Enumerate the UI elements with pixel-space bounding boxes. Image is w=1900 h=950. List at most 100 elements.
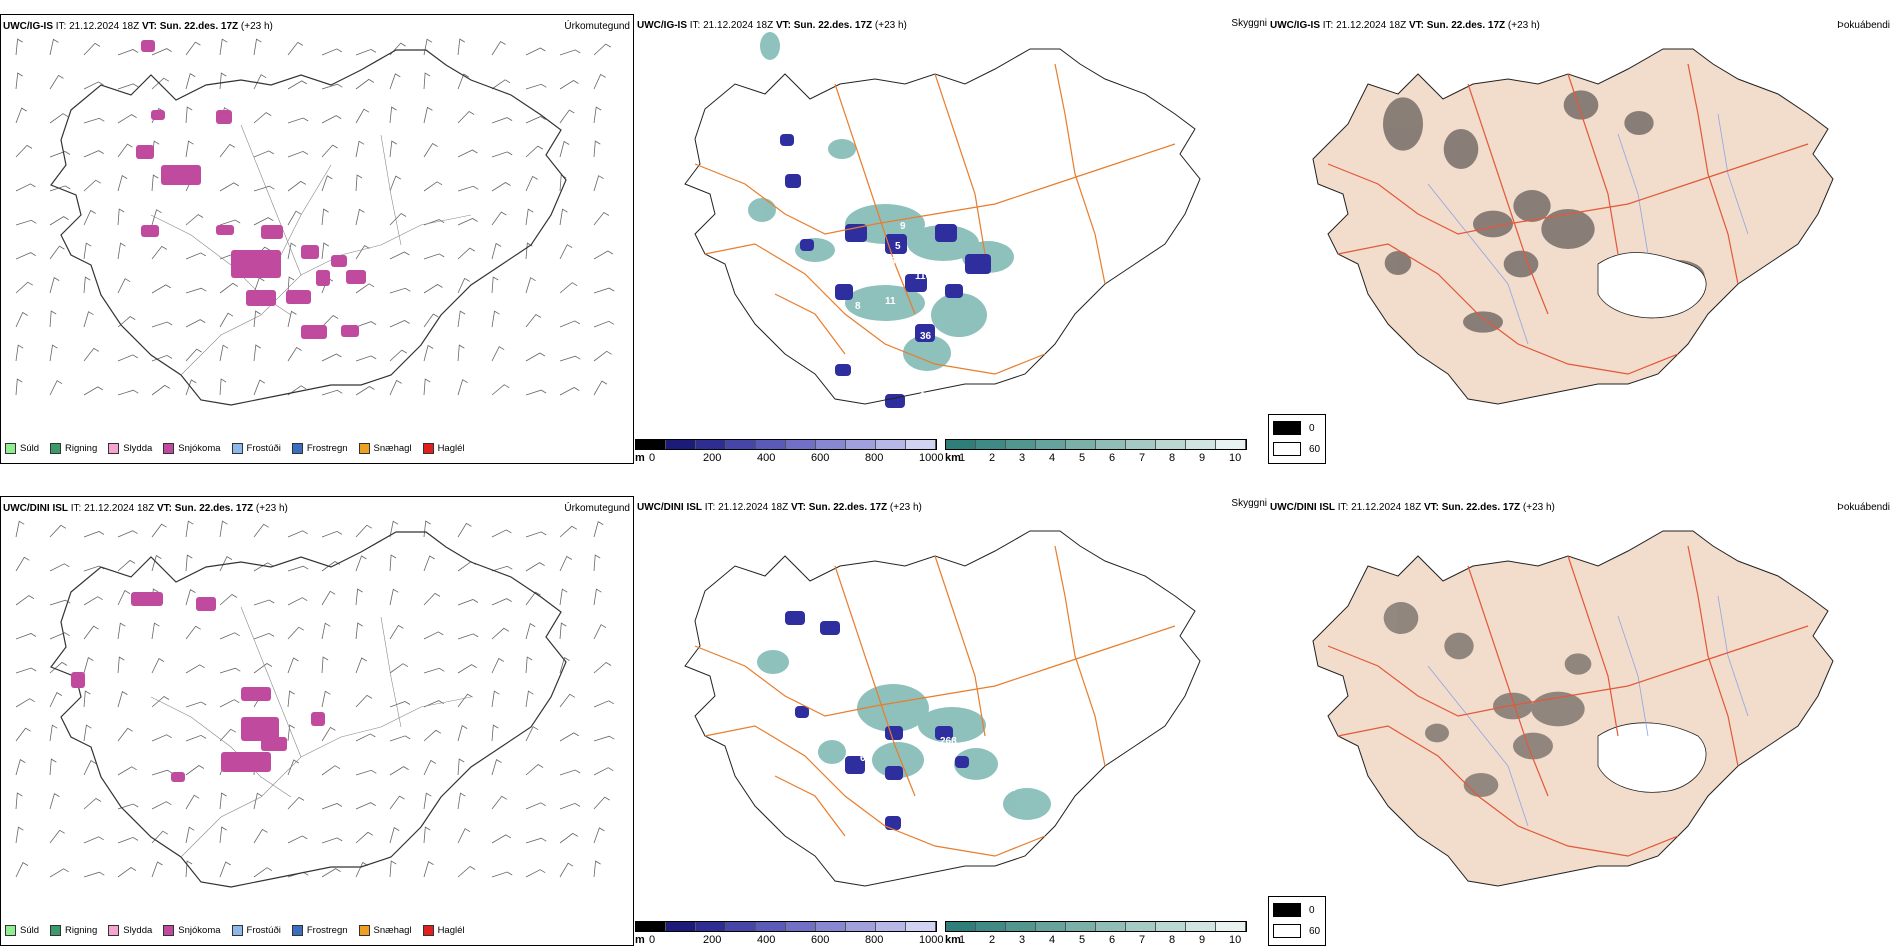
wind-barb	[593, 588, 602, 606]
wind-barb	[185, 140, 194, 158]
lead-time: (+23 h)	[1522, 502, 1555, 513]
model-name: UWC/IG-IS	[3, 21, 53, 32]
wind-barb	[355, 555, 367, 572]
wind-barb	[253, 112, 272, 124]
legend-item-snæhagl: Snæhagl	[358, 925, 412, 936]
wind-barb	[457, 522, 472, 538]
wind-barb	[593, 175, 604, 192]
wind-barb	[83, 871, 105, 878]
vt-label: VT:	[1408, 20, 1424, 31]
wind-barb	[117, 656, 125, 674]
wind-barb	[491, 242, 502, 260]
wind-barb	[355, 283, 375, 294]
wind-barb	[83, 150, 104, 158]
cloudbase-label: 36	[920, 331, 932, 342]
colorbar-tick: 9	[1199, 452, 1206, 464]
wind-barb	[457, 310, 466, 328]
wind-barb	[559, 109, 575, 124]
wind-barb	[491, 871, 513, 878]
wind-barb	[117, 590, 131, 606]
wind-barb	[117, 143, 133, 158]
wind-barb	[389, 663, 409, 674]
fog-header-bottom: UWC/DINI ISL IT: 21.12.2024 18Z VT: Sun.…	[1270, 502, 1555, 513]
wind-barb	[559, 355, 581, 362]
wind-barb	[287, 41, 304, 56]
lead-time: (+23 h)	[255, 503, 288, 514]
colorbar-tick: 3	[1019, 452, 1026, 464]
wind-barb	[253, 867, 273, 878]
wind-barb	[525, 208, 534, 226]
colorbar-swatch	[1066, 440, 1096, 449]
visibility-blob	[857, 684, 929, 732]
wind-barb	[389, 287, 411, 294]
wind-barb	[219, 282, 239, 294]
wind-barb	[185, 41, 201, 56]
colorbar-tick: 600	[811, 934, 830, 946]
wind-barb	[287, 310, 297, 328]
cloudbase-label: 116	[915, 271, 932, 282]
wind-barb	[389, 795, 405, 810]
legend-swatch	[231, 925, 243, 936]
wind-barb	[15, 281, 34, 294]
colorbar-swatch	[1216, 922, 1246, 931]
wind-barb	[49, 113, 69, 124]
wind-barb	[559, 802, 581, 810]
wind-barb	[117, 530, 138, 538]
wind-barb	[389, 106, 397, 124]
visibility-blob	[903, 335, 951, 371]
wind-barb	[83, 724, 92, 742]
wind-barb	[355, 694, 373, 708]
wind-barb	[525, 869, 546, 878]
wind-barb	[287, 180, 307, 192]
cloudbase-blob	[915, 324, 935, 342]
legend-label: Slydda	[123, 443, 153, 454]
wind-barb	[321, 561, 341, 572]
snow-patch	[216, 110, 232, 124]
wind-barb	[49, 216, 69, 226]
wind-barb	[321, 115, 342, 124]
wind-barb	[185, 214, 204, 226]
vt-value: Sun. 22.des. 17Z	[808, 502, 888, 513]
lead-time: (+23 h)	[1507, 20, 1540, 31]
wind-barb	[15, 633, 37, 640]
wind-barb	[321, 314, 339, 328]
wind-barb	[117, 727, 133, 742]
vt-value: Sun. 22.des. 17Z	[1426, 20, 1506, 31]
wind-barb	[559, 244, 573, 260]
wind-barb	[593, 796, 610, 810]
snow-patch	[316, 270, 330, 286]
wind-barb	[491, 40, 506, 56]
wind-barb	[15, 144, 33, 158]
fog-patch	[1541, 209, 1595, 249]
colorbar-tick: 4	[1049, 452, 1056, 464]
colorbar-tick: 0	[649, 934, 656, 946]
wind-barb	[185, 794, 200, 810]
legend-label: Snjókoma	[178, 443, 221, 454]
wind-barb	[321, 242, 330, 260]
wind-barb	[83, 656, 94, 674]
cloudbase-blob	[820, 621, 840, 635]
wind-barb	[151, 384, 171, 396]
wind-barb	[457, 73, 470, 90]
colorbar-tick: 9	[1199, 934, 1206, 946]
wind-barb	[49, 344, 58, 362]
wind-barb	[151, 48, 172, 56]
wind-barb	[151, 861, 163, 878]
fog-patch	[1384, 251, 1412, 275]
visibility-blob	[872, 742, 924, 778]
wind-barb	[491, 529, 512, 538]
wind-barb	[151, 830, 169, 844]
wind-barb	[559, 555, 573, 572]
wind-barb	[423, 826, 431, 844]
wind-barb	[83, 836, 104, 844]
precip-legend-top: Súld Rigning Slydda Snjókoma Frostúði Frostre…	[5, 443, 465, 454]
wind-barb	[185, 588, 196, 606]
wind-barb	[593, 211, 610, 226]
legend-item-súld: Súld	[5, 443, 39, 454]
wind-barb	[525, 656, 533, 674]
wind-barb	[593, 140, 601, 158]
wind-barb	[525, 562, 545, 572]
wind-barb	[287, 690, 295, 708]
lead-time: (+23 h)	[874, 20, 907, 31]
colorbar-tick: 1	[959, 934, 966, 946]
